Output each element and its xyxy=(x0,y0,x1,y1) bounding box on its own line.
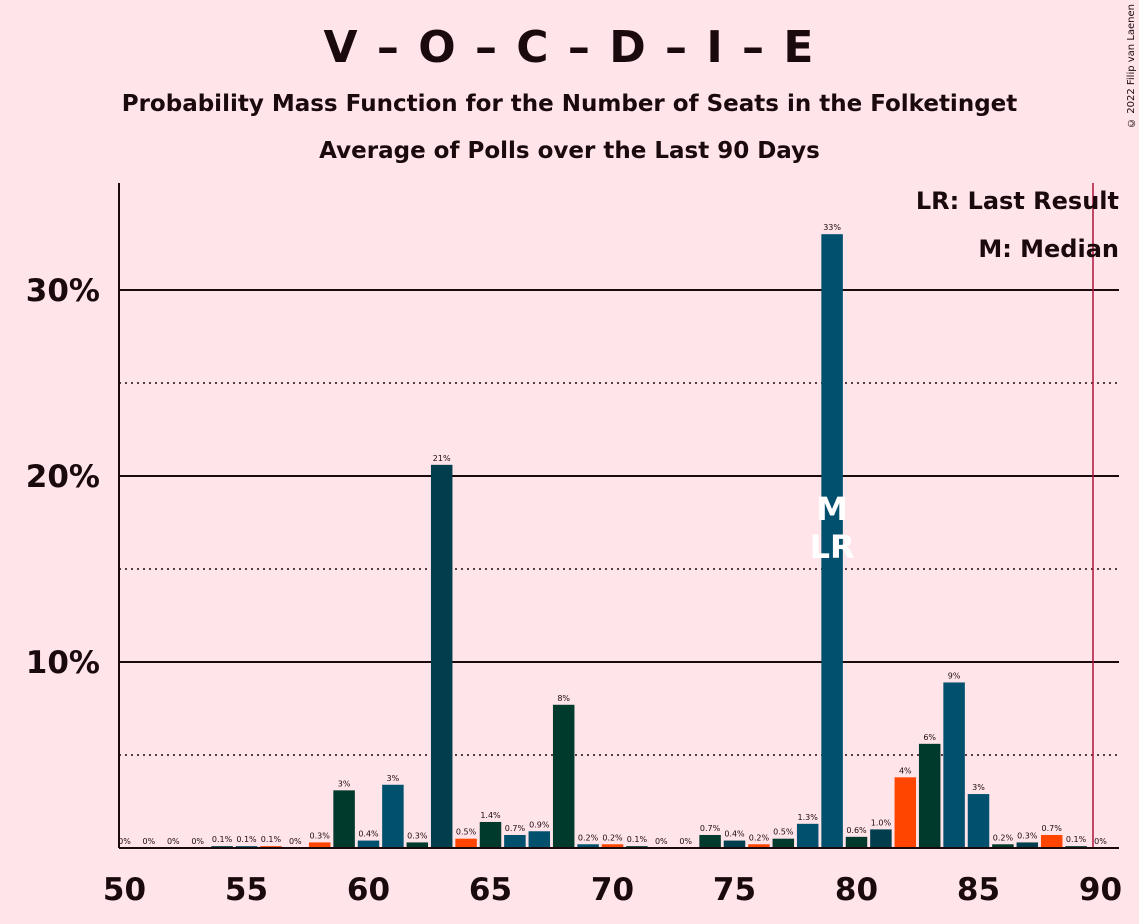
bar-label-66: 0.7% xyxy=(505,824,526,833)
bar-label-53: 0% xyxy=(191,837,204,846)
bar-label-61: 3% xyxy=(387,774,400,783)
x-tick-label-80: 80 xyxy=(835,872,878,908)
bar-label-60: 0.4% xyxy=(358,830,379,839)
bar-75 xyxy=(723,840,746,848)
bar-label-70: 0.2% xyxy=(602,833,623,842)
bar-76 xyxy=(748,844,770,848)
bar-86 xyxy=(992,844,1014,848)
bar-label-57: 0% xyxy=(289,837,302,846)
bar-79 xyxy=(821,234,843,848)
grid-lines xyxy=(119,289,1119,756)
bar-label-68: 8% xyxy=(557,694,570,703)
bar-label-83: 6% xyxy=(923,733,936,742)
bar-label-89: 0.1% xyxy=(1066,835,1087,844)
bar-label-78: 1.3% xyxy=(798,813,819,822)
bar-label-74: 0.7% xyxy=(700,824,721,833)
chart-title: V – O – C – D – I – E xyxy=(323,22,816,73)
bar-label-64: 0.5% xyxy=(456,828,477,837)
bar-label-80: 0.6% xyxy=(846,826,867,835)
x-tick-label-85: 85 xyxy=(957,872,1000,908)
bar-label-67: 0.9% xyxy=(529,820,550,829)
bar-label-86: 0.2% xyxy=(993,833,1014,842)
bar-label-51: 0% xyxy=(143,837,156,846)
bar-85 xyxy=(967,794,990,848)
bar-label-59: 3% xyxy=(338,779,351,788)
bar-label-69: 0.2% xyxy=(578,833,599,842)
x-tick-label-70: 70 xyxy=(591,872,634,908)
y-tick-label-30: 30% xyxy=(26,273,100,309)
y-tick-label-10: 10% xyxy=(26,645,100,681)
bar-77 xyxy=(772,838,795,848)
bar-59 xyxy=(333,790,355,848)
bar-78 xyxy=(796,823,819,848)
bar-64 xyxy=(455,838,477,848)
bar-label-65: 1.4% xyxy=(480,811,501,820)
bar-label-52: 0% xyxy=(167,837,180,846)
chart-subtitle-2: Average of Polls over the Last 90 Days xyxy=(319,138,820,164)
x-tick-label-90: 90 xyxy=(1079,872,1122,908)
bar-58 xyxy=(308,842,331,848)
bar-67 xyxy=(528,831,551,848)
bar-label-90: 0% xyxy=(1094,837,1107,846)
bar-label-63: 21% xyxy=(433,454,451,463)
bar-88 xyxy=(1040,834,1063,848)
legend-last-result: LR: Last Result xyxy=(916,187,1119,215)
bar-84 xyxy=(943,682,965,848)
bar-label-88: 0.7% xyxy=(1042,824,1063,833)
bar-68 xyxy=(552,704,575,848)
bar-label-84: 9% xyxy=(948,671,961,680)
bars-group xyxy=(211,234,1087,848)
bar-60 xyxy=(357,840,380,848)
bar-label-55: 0.1% xyxy=(236,835,257,844)
bar-label-62: 0.3% xyxy=(407,831,428,840)
bar-69 xyxy=(577,844,599,848)
bar-87 xyxy=(1016,842,1039,848)
bar-label-77: 0.5% xyxy=(773,828,794,837)
bar-80 xyxy=(845,836,868,848)
bar-81 xyxy=(870,829,892,848)
bar-label-75: 0.4% xyxy=(724,830,745,839)
bar-label-73: 0% xyxy=(679,837,692,846)
bar-label-76: 0.2% xyxy=(749,833,770,842)
bar-label-71: 0.1% xyxy=(627,835,648,844)
bar-83 xyxy=(918,743,941,848)
x-tick-label-50: 50 xyxy=(103,872,146,908)
bar-65 xyxy=(479,821,502,848)
bar-label-56: 0.1% xyxy=(261,835,282,844)
median-marker: M xyxy=(816,490,848,528)
x-tick-label-65: 65 xyxy=(469,872,512,908)
bar-66 xyxy=(504,834,526,848)
bar-62 xyxy=(406,842,429,848)
last-result-marker: LR xyxy=(810,528,855,566)
legend-median: M: Median xyxy=(978,235,1119,263)
bar-61 xyxy=(382,784,404,848)
bar-label-87: 0.3% xyxy=(1017,831,1038,840)
x-tick-label-55: 55 xyxy=(225,872,268,908)
bar-label-58: 0.3% xyxy=(310,831,331,840)
chart-subtitle: Probability Mass Function for the Number… xyxy=(121,91,1018,117)
bar-labels-group: 0% 0% 0% 0% 0.1% 0.1% 0.1% 0%0.3%3%0.4%3%0.3%21… xyxy=(118,223,1107,846)
bar-82 xyxy=(894,777,917,848)
bar-74 xyxy=(699,834,721,848)
bar-70 xyxy=(601,844,624,848)
bar-label-81: 1.0% xyxy=(871,818,892,827)
bar-label-85: 3% xyxy=(972,783,985,792)
bar-label-72: 0% xyxy=(655,837,668,846)
axes-group: 50 55 60 65 70 75 80 85 90 10% 20% 30% xyxy=(26,183,1122,908)
bar-label-50: 0% xyxy=(118,837,131,846)
x-tick-label-60: 60 xyxy=(347,872,390,908)
bar-63 xyxy=(430,464,453,848)
bar-label-54: 0.1% xyxy=(212,835,233,844)
y-tick-label-20: 20% xyxy=(26,459,100,495)
x-tick-label-75: 75 xyxy=(713,872,756,908)
bar-label-79: 33% xyxy=(823,223,841,232)
bar-label-82: 4% xyxy=(899,766,912,775)
